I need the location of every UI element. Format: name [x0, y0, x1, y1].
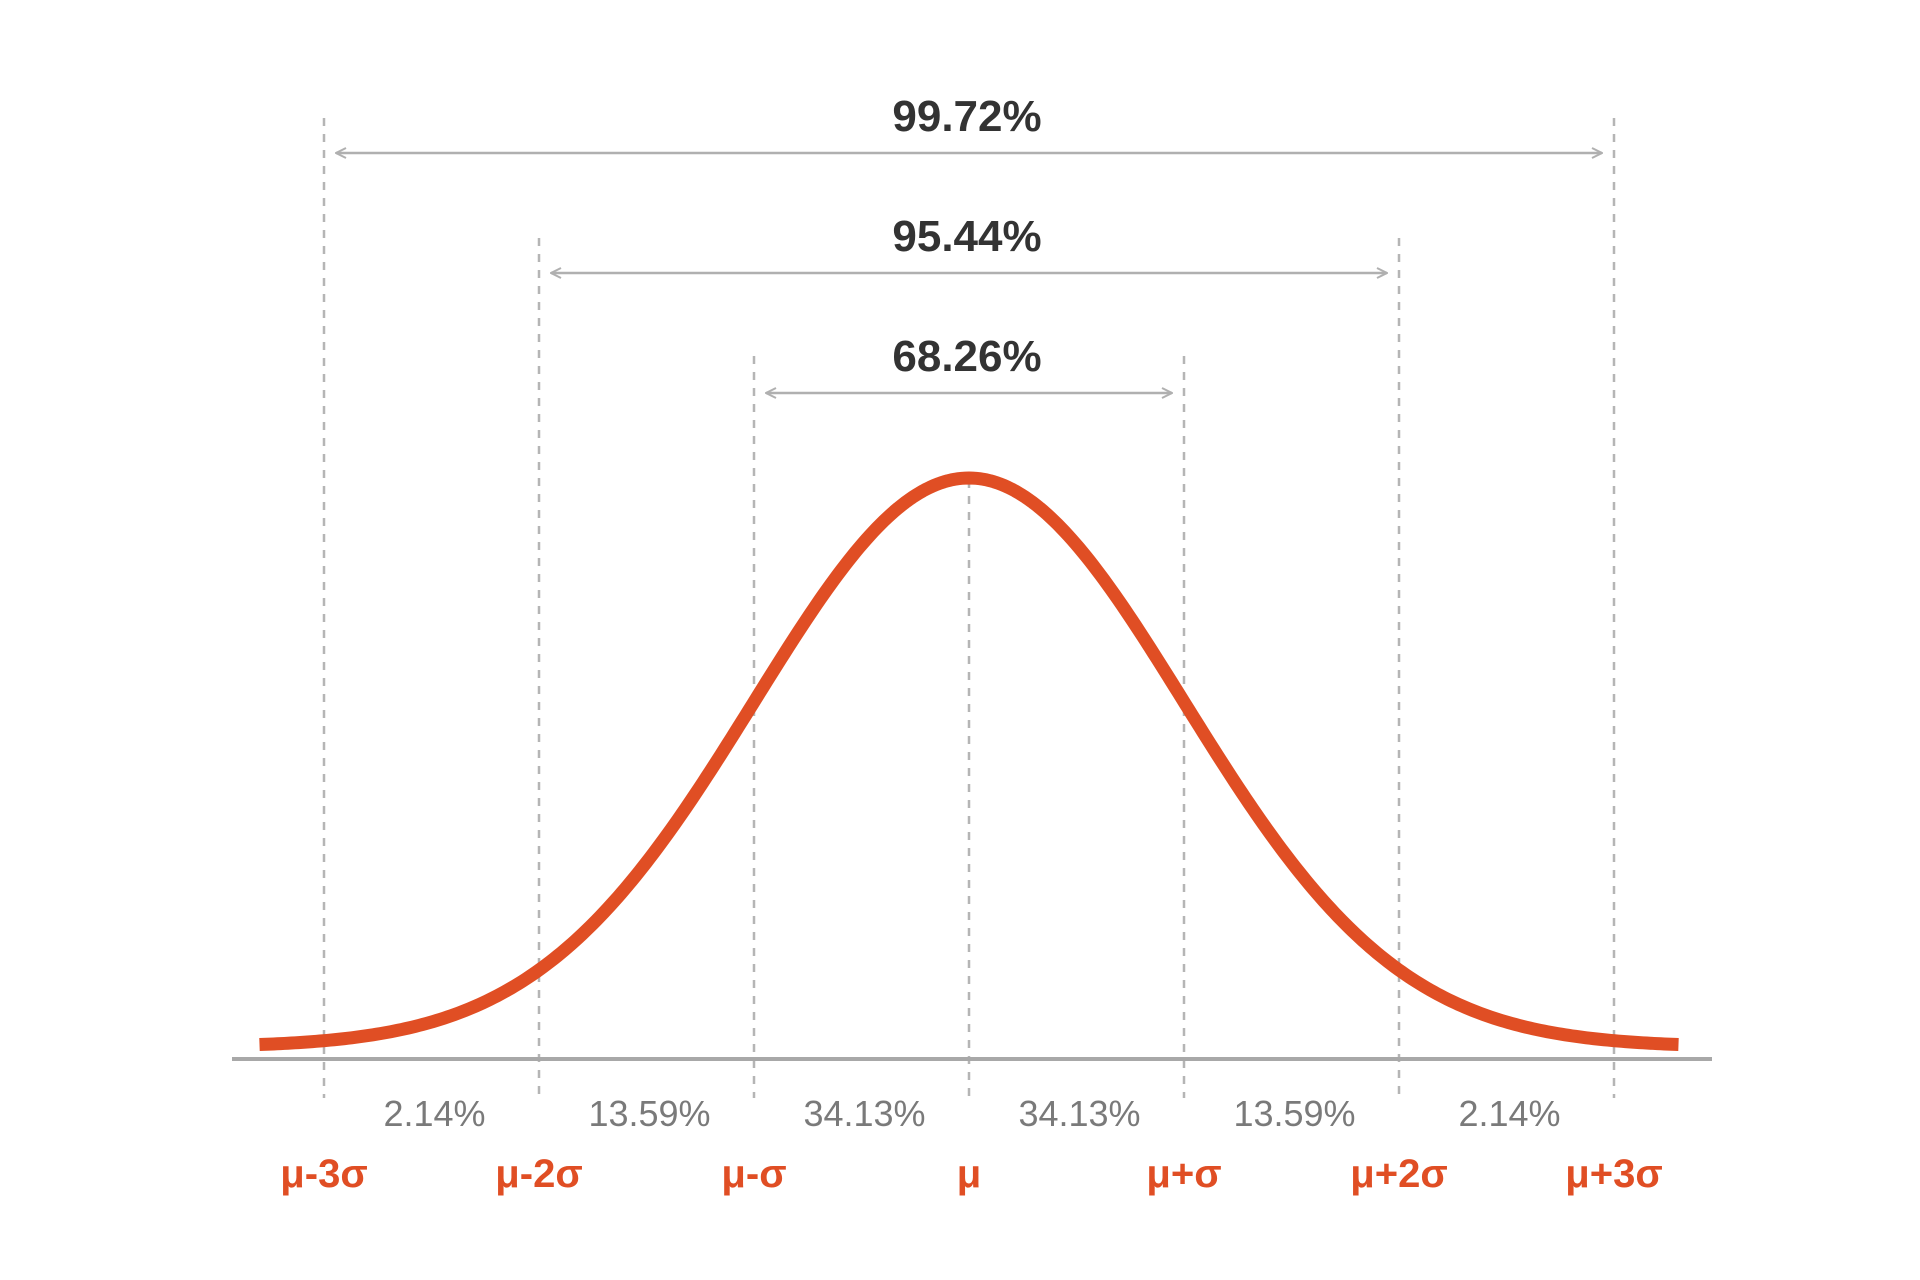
coverage-range-label: 95.44% — [892, 212, 1041, 261]
sigma-tick-label: μ+σ — [1146, 1152, 1221, 1196]
segment-percent-label: 13.59% — [588, 1093, 710, 1134]
sigma-tick-label: μ — [957, 1152, 981, 1196]
sigma-tick-label: μ-3σ — [280, 1152, 367, 1196]
sigma-tick-label: μ-σ — [721, 1152, 786, 1196]
sigma-tick-label: μ+3σ — [1565, 1152, 1662, 1196]
coverage-range-label: 99.72% — [892, 92, 1041, 141]
coverage-range-label: 68.26% — [892, 332, 1041, 381]
sigma-tick-label: μ+2σ — [1350, 1152, 1447, 1196]
labels-layer: 99.72% 95.44% 68.26% 2.14% 13.59% 34.13% 34.13… — [280, 92, 1662, 1196]
segment-percent-label: 2.14% — [383, 1093, 485, 1134]
segment-percent-label: 34.13% — [1018, 1093, 1140, 1134]
segment-percent-label: 34.13% — [803, 1093, 925, 1134]
sigma-tick-label: μ-2σ — [495, 1152, 582, 1196]
sigma-guide-lines — [324, 118, 1614, 1098]
segment-percent-label: 13.59% — [1233, 1093, 1355, 1134]
segment-percent-label: 2.14% — [1458, 1093, 1560, 1134]
